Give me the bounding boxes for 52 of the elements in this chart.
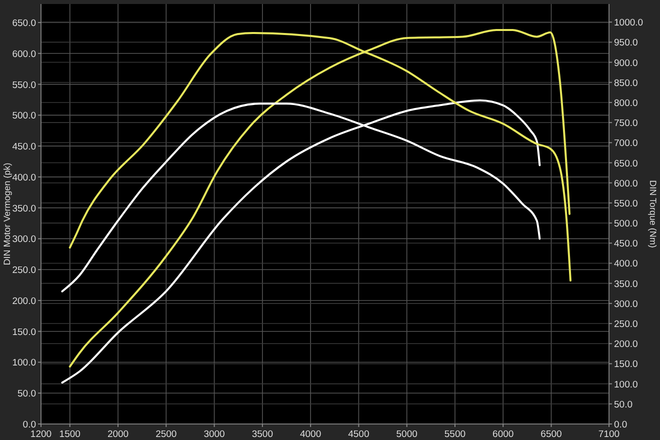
x-tick-label: 4000 xyxy=(300,429,322,440)
y2-tick-label: 100.0 xyxy=(614,379,638,390)
x-tick-label: 2000 xyxy=(107,429,129,440)
y2-tick-label: 300.0 xyxy=(614,298,638,310)
y2-tick-label: 850.0 xyxy=(614,78,638,89)
y-tick-label: 200.0 xyxy=(12,296,36,307)
y2-tick-label: 950.0 xyxy=(614,38,638,49)
x-tick-label: 6500 xyxy=(540,429,562,440)
y2-tick-label: 200.0 xyxy=(614,339,638,350)
y2-tick-label: 700.0 xyxy=(614,138,638,150)
y-tick-label: 550.0 xyxy=(12,80,36,91)
y-tick-label: 350.0 xyxy=(12,203,36,214)
x-tick-label: 5500 xyxy=(444,429,466,440)
x-tick-label: 3500 xyxy=(252,429,273,440)
line-series xyxy=(61,99,541,384)
x-tick-label: 2500 xyxy=(156,429,177,440)
y2-axis-title: DIN Torque (Nm) xyxy=(648,180,658,248)
x-tick-label: 6000 xyxy=(492,429,514,440)
y-tick-label: 600.0 xyxy=(12,48,36,60)
y2-tick-label: 650.0 xyxy=(614,158,638,170)
x-tick-label: 1200 xyxy=(30,429,52,440)
x-tick-label: 7100 xyxy=(598,429,620,440)
line-series xyxy=(68,28,571,368)
y-tick-label: 50.0 xyxy=(18,388,36,400)
x-tick-label: 5000 xyxy=(396,429,418,440)
y2-tick-label: 800.0 xyxy=(614,98,638,109)
y2-tick-label: 50.0 xyxy=(614,399,632,410)
x-tick-label: 4500 xyxy=(348,429,370,440)
y2-tick-label: 450.0 xyxy=(614,238,638,250)
y2-tick-label: 600.0 xyxy=(614,178,638,190)
y2-tick-label: 400.0 xyxy=(614,258,638,270)
y2-tick-label: 350.0 xyxy=(614,278,638,290)
y2-tick-label: 250.0 xyxy=(614,319,638,330)
y2-tick-label: 750.0 xyxy=(614,118,638,130)
y-tick-label: 650.0 xyxy=(12,18,36,30)
y2-tick-label: 550.0 xyxy=(614,198,638,210)
y-tick-label: 400.0 xyxy=(12,172,36,184)
y-tick-label: 450.0 xyxy=(12,142,36,153)
y2-tick-label: 0.0 xyxy=(614,420,628,430)
y2-tick-label: 900.0 xyxy=(614,58,638,69)
y-tick-label: 150.0 xyxy=(12,326,36,338)
x-tick-label: 3000 xyxy=(204,429,225,440)
y-tick-label: 100.0 xyxy=(12,358,36,369)
y-tick-label: 0.0 xyxy=(22,420,36,430)
y2-tick-label: 150.0 xyxy=(614,359,638,370)
y-tick-label: 500.0 xyxy=(12,110,36,122)
y-tick-label: 250.0 xyxy=(12,265,36,276)
y2-tick-label: 500.0 xyxy=(614,218,638,230)
y-axis-title: DIN Motor Vermogen (pk) xyxy=(2,162,12,266)
y-tick-label: 300.0 xyxy=(12,234,36,246)
y2-tick-label: 1000.0 xyxy=(614,18,644,29)
x-tick-label: 1500 xyxy=(59,429,80,440)
